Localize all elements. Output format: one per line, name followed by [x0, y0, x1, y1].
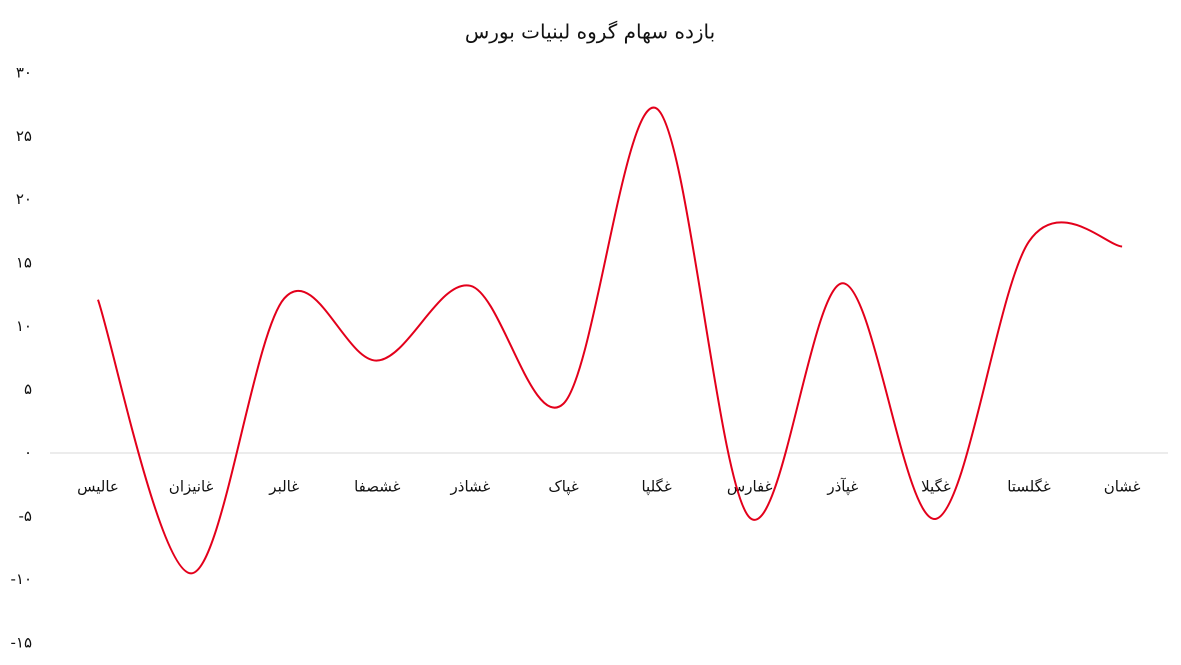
x-tick-label: غانیزان: [169, 478, 214, 496]
y-tick-label: -۱۵: [10, 634, 32, 652]
y-tick-label: ۰: [24, 444, 32, 462]
y-tick-label: ۱۵: [16, 254, 32, 272]
y-tick-label: ۳۰: [16, 64, 32, 82]
chart-title: بازده سهام گروه لبنیات بورس: [465, 20, 715, 44]
y-tick-label: ۲۰: [16, 190, 32, 208]
x-tick-label: غگیلا: [921, 478, 951, 496]
x-tick-label: غشصفا: [354, 478, 401, 496]
x-tick-label: غگلپا: [641, 478, 671, 497]
x-tick-label: غشاذر: [450, 478, 491, 496]
x-tick-label: غالبر: [268, 478, 299, 496]
y-tick-label: ۲۵: [16, 127, 32, 145]
y-tick-label: ۱۰: [16, 317, 32, 335]
x-tick-label: غشان: [1104, 478, 1141, 496]
y-tick-label: ۵: [24, 380, 32, 398]
x-tick-label: عالیس: [77, 478, 119, 496]
x-tick-label: غگلستا: [1007, 478, 1051, 496]
x-tick-label: غپآذر: [826, 478, 858, 497]
y-tick-label: -۱۰: [10, 570, 32, 588]
y-tick-label: -۵: [19, 507, 32, 525]
line: [97, 106, 1123, 575]
x-tick-label: غپاک: [548, 478, 579, 497]
